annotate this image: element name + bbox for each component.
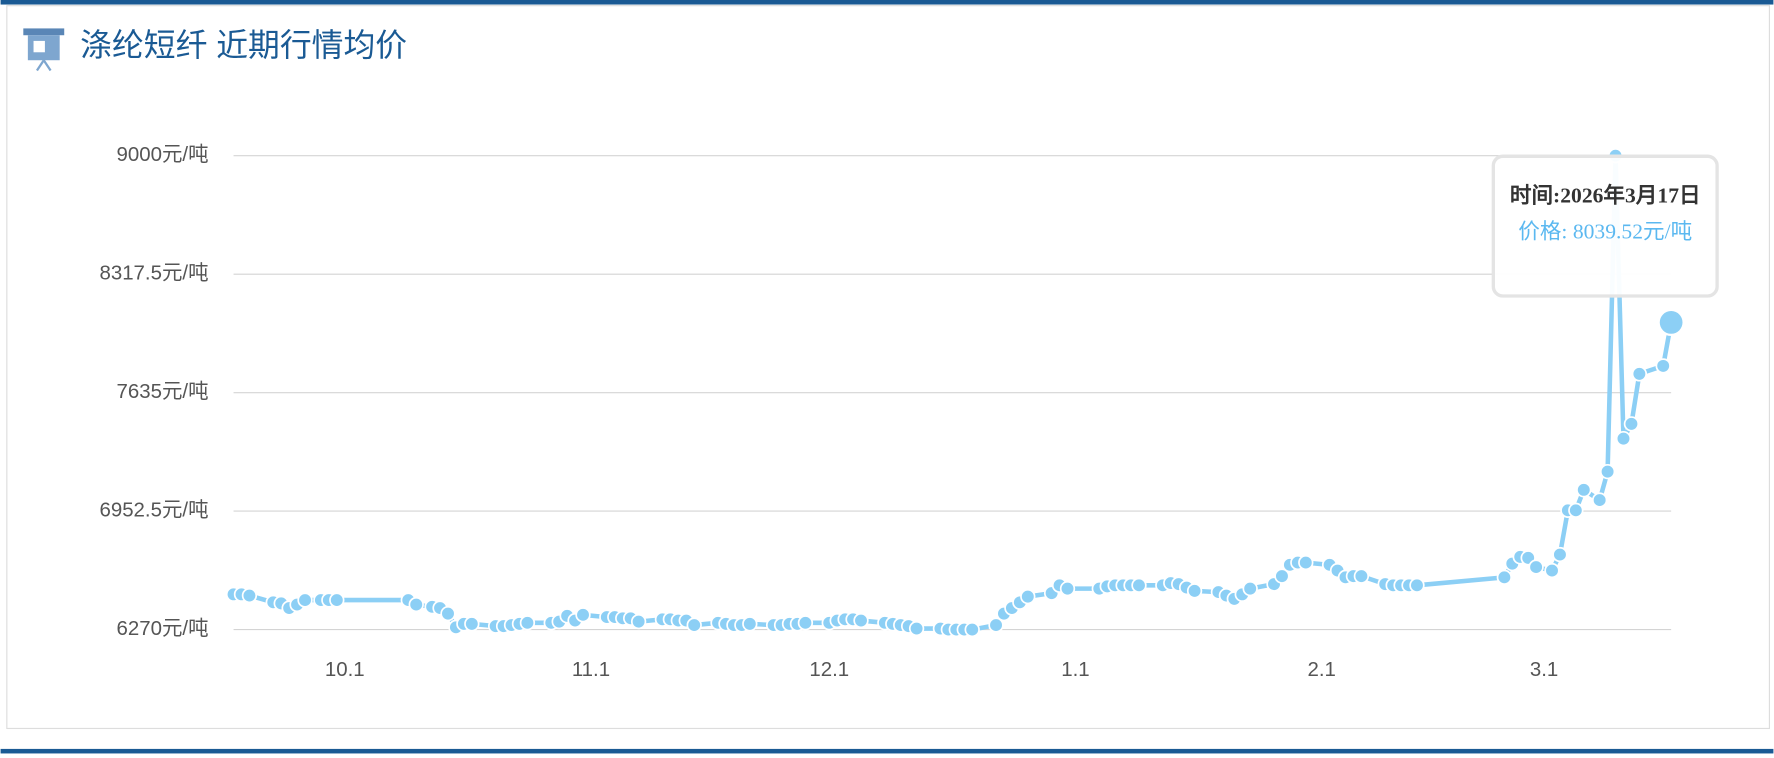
tooltip-time: 时间:2026年3月17日 [1509,184,1701,208]
y-tick-label: 6952.5元/吨 [99,499,208,522]
price-point [630,613,647,630]
x-tick-label: 12.1 [809,658,849,681]
price-point [1576,482,1592,498]
price-point [1544,562,1560,579]
price-point [853,612,869,629]
price-point [1131,577,1147,593]
price-point [1353,568,1370,584]
x-tick-label: 10.1 [325,658,365,681]
price-point [1528,559,1544,575]
price-point [1409,577,1425,593]
top-border [0,0,1774,5]
x-tick-label: 11.1 [572,658,610,681]
tooltip: 时间:2026年3月17日 价格: 8039.52元/吨 [1491,154,1719,298]
price-point [1552,546,1568,563]
price-point [1623,416,1640,432]
title-icon [23,28,65,72]
price-point [408,596,424,613]
y-tick-label: 7635元/吨 [117,380,209,403]
y-tick-label: 9000元/吨 [117,143,209,166]
bottom-border [0,748,1774,754]
price-point [1298,554,1314,571]
price-point [241,587,258,604]
price-point [1591,492,1608,508]
price-point [464,616,480,632]
price-point [1599,463,1616,480]
price-point [1655,358,1671,374]
panel [6,5,1771,730]
price-point [988,617,1004,633]
price-point [1657,308,1685,337]
tooltip-price: 价格: 8039.52元/吨 [1518,220,1693,245]
price-point [519,615,536,631]
price-point [742,616,758,632]
price-point [1186,583,1203,599]
y-tick-label: 6270元/吨 [117,617,209,640]
price-point [797,615,814,631]
price-point [1020,588,1036,605]
y-tick-label: 8317.5元/吨 [99,262,208,285]
price-point [575,607,591,623]
price-point [1496,569,1513,586]
plot: 6270元/吨 6952.5元/吨 7635元/吨 8317.5元/吨 9000元/吨 1… [99,143,1685,681]
price-point [1631,366,1648,382]
price-point [908,620,925,637]
price-point [964,621,980,638]
price-point [440,605,456,622]
price-point [1615,430,1632,447]
x-tick-label: 1.1 [1061,658,1089,681]
price-point [1242,580,1258,597]
x-tick-label: 3.1 [1530,658,1558,681]
tooltip-box: 时间:2026年3月17日 价格: 8039.52元/吨 [1491,154,1719,298]
price-point [329,592,345,608]
price-point [297,592,313,608]
price-point [686,617,702,633]
price-point [1568,502,1584,518]
chart-title: 涤纶短纤 近期行情均价 [80,27,407,63]
price-point [1274,568,1290,584]
x-tick-label: 2.1 [1307,658,1335,681]
price-point [1059,580,1076,597]
